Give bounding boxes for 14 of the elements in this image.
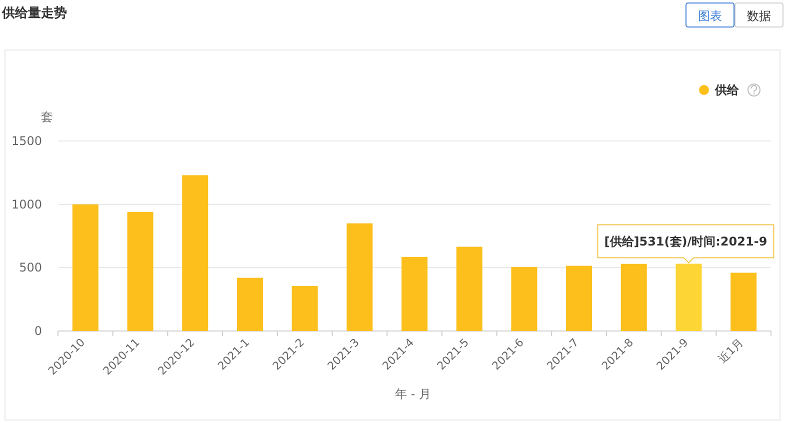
ytick: 1000 [11,197,42,212]
legend-label: 供给 [714,83,740,97]
annotation: [供给]531(套)/时间:2021-9 [604,234,768,249]
ylabel: 套 [41,110,53,124]
xlabel: 年 - 月 [395,387,431,401]
ytick: 0 [34,324,42,338]
tooltip: [供给]531(套)/时间:2021-9 [597,224,774,264]
legend: 供给 [699,83,760,97]
ytick: 1500 [11,134,42,148]
title: 供给量走势 [2,6,67,21]
button: 图表 [686,2,734,28]
ytick: 500 [19,260,42,275]
button: 数据 [734,2,784,28]
xtick: 近1月 [716,336,746,366]
